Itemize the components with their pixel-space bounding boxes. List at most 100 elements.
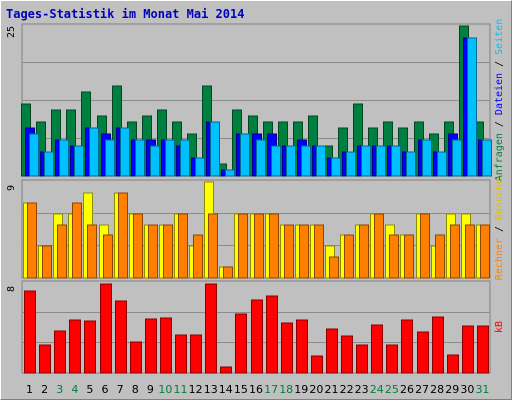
x-tick-day-18: 18: [279, 383, 293, 396]
label-separator: /: [494, 55, 505, 73]
x-tick-day-8: 8: [132, 383, 139, 396]
bar-kb-day-31: [477, 325, 489, 374]
bar-kb-day-30: [462, 325, 474, 374]
x-tick-day-10: 10: [158, 383, 172, 396]
bar-seiten-day-25: [391, 145, 401, 177]
x-tick-day-1: 1: [26, 383, 33, 396]
bar-kb-day-12: [190, 334, 202, 374]
x-tick-day-22: 22: [340, 383, 354, 396]
y-axis-label-2: Rechner / Besuche: [494, 178, 505, 280]
bar-seiten-day-3: [59, 139, 69, 177]
bar-seiten-day-17: [271, 145, 281, 177]
x-tick-day-31: 31: [475, 383, 489, 396]
bar-kb-day-20: [311, 355, 323, 374]
bar-rechner-day-23: [359, 224, 369, 279]
x-tick-day-15: 15: [234, 383, 248, 396]
bar-rechner-day-1: [27, 202, 37, 279]
bar-kb-day-19: [296, 319, 308, 374]
bar-rechner-day-27: [420, 213, 430, 279]
label-separator: /: [494, 115, 505, 133]
bar-kb-day-18: [281, 322, 293, 374]
bar-kb-day-5: [84, 320, 96, 374]
bar-rechner-day-26: [404, 234, 414, 279]
bar-seiten-day-16: [256, 139, 266, 177]
x-tick-day-14: 14: [219, 383, 233, 396]
x-tick-day-19: 19: [294, 383, 308, 396]
bar-kb-day-25: [386, 344, 398, 374]
bar-seiten-day-19: [301, 145, 311, 177]
bar-rechner-day-20: [314, 224, 324, 279]
bar-rechner-day-6: [103, 234, 113, 279]
bar-seiten-day-7: [120, 127, 130, 177]
bar-rechner-day-17: [269, 213, 279, 279]
bar-seiten-day-1: [29, 133, 39, 177]
bar-seiten-day-4: [74, 145, 84, 177]
label-besuche: Besuche: [494, 178, 505, 220]
bar-rechner-day-2: [42, 245, 52, 279]
bar-kb-day-23: [356, 344, 368, 374]
chart-title: Tages-Statistik im Monat Mai 2014: [6, 7, 245, 21]
bar-kb-day-3: [54, 330, 66, 374]
bar-kb-day-24: [371, 324, 383, 374]
bar-seiten-day-8: [135, 139, 145, 177]
x-tick-day-24: 24: [370, 383, 384, 396]
x-tick-day-5: 5: [86, 383, 93, 396]
bar-rechner-day-19: [299, 224, 309, 279]
x-tick-day-30: 30: [460, 383, 474, 396]
bar-seiten-day-20: [316, 145, 326, 177]
bar-seiten-day-24: [376, 145, 386, 177]
x-tick-day-6: 6: [102, 383, 109, 396]
bar-rechner-day-18: [284, 224, 294, 279]
x-tick-day-17: 17: [264, 383, 278, 396]
bar-seiten-day-23: [361, 145, 371, 177]
y-axis-label-1: Anfragen / Dateien / Seiten: [494, 19, 505, 182]
bar-kb-day-1: [24, 290, 36, 374]
bar-seiten-day-15: [240, 133, 250, 177]
bar-rechner-day-9: [148, 224, 158, 279]
label-anfragen: Anfragen: [494, 133, 505, 181]
x-tick-day-28: 28: [430, 383, 444, 396]
bar-kb-day-7: [115, 300, 127, 374]
bar-seiten-day-14: [225, 169, 235, 177]
bar-kb-day-9: [145, 318, 157, 374]
bar-rechner-day-3: [57, 224, 67, 279]
x-tick-day-20: 20: [309, 383, 323, 396]
bar-kb-day-10: [160, 317, 172, 374]
bar-seiten-day-10: [165, 139, 175, 177]
x-tick-day-7: 7: [117, 383, 124, 396]
bar-seiten-day-30: [467, 37, 477, 177]
bar-kb-day-2: [39, 344, 51, 374]
y-tick-label: 25: [6, 26, 17, 38]
bar-kb-day-4: [69, 319, 81, 374]
label-seiten: Seiten: [494, 19, 505, 55]
y-tick-label: 8: [6, 286, 17, 292]
label-kb: kB: [494, 321, 505, 333]
bar-seiten-day-26: [406, 151, 416, 177]
x-tick-day-26: 26: [400, 383, 414, 396]
bar-rechner-day-21: [329, 256, 339, 279]
x-tick-day-2: 2: [41, 383, 48, 396]
bar-rechner-day-28: [435, 234, 445, 279]
bar-rechner-day-12: [193, 234, 203, 279]
bar-seiten-day-2: [44, 151, 54, 177]
bar-kb-day-26: [401, 319, 413, 374]
bar-kb-day-11: [175, 334, 187, 374]
bar-rechner-day-13: [208, 213, 218, 279]
bar-kb-day-22: [341, 335, 353, 374]
x-tick-day-25: 25: [385, 383, 399, 396]
bar-seiten-day-5: [89, 127, 99, 177]
bar-rechner-day-11: [178, 213, 188, 279]
bar-kb-day-16: [251, 299, 263, 374]
y-tick-label: 9: [6, 185, 17, 191]
bar-rechner-day-15: [238, 213, 248, 279]
bar-kb-day-28: [432, 316, 444, 374]
bar-kb-day-17: [266, 295, 278, 374]
label-dateien: Dateien: [494, 73, 505, 115]
bar-rechner-day-29: [450, 224, 460, 279]
bar-seiten-day-31: [482, 139, 492, 177]
x-tick-day-4: 4: [71, 383, 78, 396]
x-tick-day-13: 13: [204, 383, 218, 396]
bar-rechner-day-14: [223, 266, 233, 279]
bar-seiten-day-21: [331, 157, 341, 177]
